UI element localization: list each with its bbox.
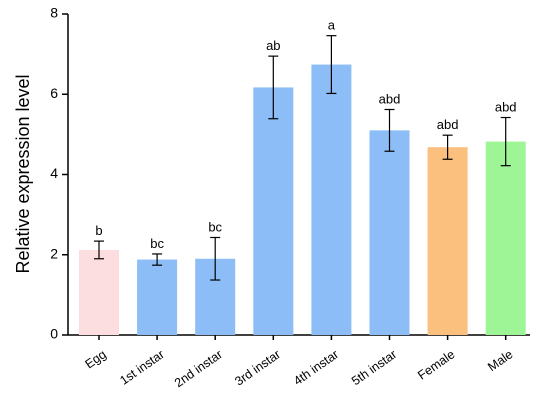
y-axis-title: Relative expression level: [13, 74, 33, 273]
significance-label: abd: [437, 117, 459, 132]
bar: [311, 64, 352, 336]
category-label: Male: [485, 347, 515, 374]
category-label: Egg: [83, 347, 109, 371]
category-label: 5th instar: [349, 347, 399, 388]
category-label: 2nd instar: [172, 347, 225, 390]
significance-label: a: [328, 18, 336, 33]
significance-labels: b bc bc ab a abd abd abd: [95, 18, 516, 251]
y-tick-label: 8: [50, 5, 58, 21]
significance-label: b: [95, 223, 102, 238]
significance-label: abd: [379, 91, 401, 106]
error-bars: [94, 35, 511, 281]
y-tick-label: 6: [50, 85, 58, 101]
category-labels: Egg 1st instar 2nd instar 3rd instar 4th ins…: [83, 347, 516, 390]
significance-label: bc: [208, 219, 222, 234]
y-tick-label: 0: [50, 326, 58, 342]
y-tick-label: 2: [50, 245, 58, 261]
significance-label: abd: [495, 100, 517, 115]
category-label: 3rd instar: [232, 347, 283, 388]
x-ticks: [98, 335, 507, 340]
bar: [137, 259, 178, 335]
bar: [427, 147, 468, 335]
bar: [485, 141, 526, 335]
category-label: 4th instar: [291, 347, 341, 388]
y-tick-label: 4: [50, 165, 58, 181]
bars: [79, 64, 526, 336]
y-ticks: 0 2 4 6 8: [50, 5, 68, 342]
category-label: 1st instar: [117, 347, 167, 388]
significance-label: ab: [266, 38, 280, 53]
significance-label: bc: [150, 236, 164, 251]
bar: [253, 87, 294, 336]
bar: [79, 249, 119, 335]
category-label: Female: [415, 347, 457, 382]
bar: [369, 130, 410, 335]
